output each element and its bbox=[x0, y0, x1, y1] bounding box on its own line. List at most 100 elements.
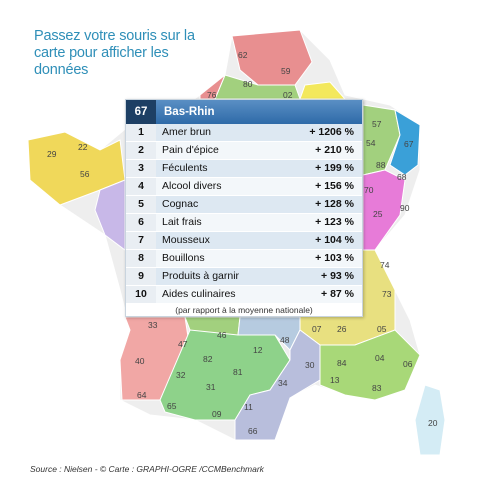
product-name: Lait frais bbox=[156, 214, 264, 231]
product-value: + 104 % bbox=[264, 232, 362, 249]
map-label: 30 bbox=[305, 360, 315, 370]
rank-number: 10 bbox=[126, 286, 156, 303]
region-lorraine[interactable] bbox=[362, 104, 401, 176]
product-name: Pain d'épice bbox=[156, 142, 264, 159]
product-name: Alcool divers bbox=[156, 178, 264, 195]
map-label: 09 bbox=[212, 409, 222, 419]
map-label: 40 bbox=[135, 356, 145, 366]
ranking-row: 10 Aides culinaires + 87 % bbox=[126, 286, 362, 304]
map-label: 04 bbox=[375, 353, 385, 363]
map-label: 29 bbox=[47, 149, 57, 159]
dept-name: Bas-Rhin bbox=[156, 100, 362, 124]
product-name: Cognac bbox=[156, 196, 264, 213]
product-name: Mousseux bbox=[156, 232, 264, 249]
product-name: Produits à garnir bbox=[156, 268, 264, 285]
ranking-row: 9 Produits à garnir + 93 % bbox=[126, 268, 362, 286]
map-label: 83 bbox=[372, 383, 382, 393]
region-languedoc[interactable] bbox=[234, 329, 321, 441]
dept-code: 67 bbox=[126, 100, 156, 124]
map-label: 25 bbox=[373, 209, 383, 219]
product-name: Amer brun bbox=[156, 124, 264, 141]
map-label: 57 bbox=[372, 119, 382, 129]
source-credit: Source : Nielsen - © Carte : GRAPHI-OGRE… bbox=[30, 464, 264, 474]
map-label: 73 bbox=[382, 289, 392, 299]
map-label: 26 bbox=[337, 324, 347, 334]
product-value: + 93 % bbox=[264, 268, 362, 285]
map-label: 32 bbox=[176, 370, 186, 380]
rank-number: 5 bbox=[126, 196, 156, 213]
map-label: 33 bbox=[148, 320, 158, 330]
region-pays-loire[interactable] bbox=[94, 179, 126, 251]
map-label: 07 bbox=[312, 324, 322, 334]
product-value: + 87 % bbox=[264, 286, 362, 303]
ranking-row: 4 Alcool divers + 156 % bbox=[126, 178, 362, 196]
map-label: 48 bbox=[280, 335, 290, 345]
map-label: 56 bbox=[80, 169, 90, 179]
map-label: 20 bbox=[428, 418, 438, 428]
map-label: 64 bbox=[137, 390, 147, 400]
rank-number: 6 bbox=[126, 214, 156, 231]
map-label: 59 bbox=[281, 66, 291, 76]
product-value: + 128 % bbox=[264, 196, 362, 213]
dept-info-panel: 67 Bas-Rhin 1 Amer brun + 1206 % 2 Pain d'é… bbox=[125, 99, 363, 317]
map-label: 84 bbox=[337, 358, 347, 368]
map-label: 65 bbox=[167, 401, 177, 411]
ranking-row: 5 Cognac + 128 % bbox=[126, 196, 362, 214]
rank-number: 3 bbox=[126, 160, 156, 177]
rank-number: 9 bbox=[126, 268, 156, 285]
map-label: 11 bbox=[244, 402, 253, 412]
ranking-list: 1 Amer brun + 1206 % 2 Pain d'épice + 210 % … bbox=[126, 124, 362, 304]
region-aquitaine[interactable] bbox=[119, 316, 191, 401]
rank-number: 8 bbox=[126, 250, 156, 267]
region-corse[interactable] bbox=[414, 384, 446, 456]
map-label: 22 bbox=[78, 142, 88, 152]
map-label: 54 bbox=[366, 138, 376, 148]
map-label: 81 bbox=[233, 367, 243, 377]
map-label: 34 bbox=[278, 378, 288, 388]
panel-header: 67 Bas-Rhin bbox=[126, 100, 362, 124]
product-value: + 1206 % bbox=[264, 124, 362, 141]
map-label: 62 bbox=[238, 50, 248, 60]
ranking-row: 7 Mousseux + 104 % bbox=[126, 232, 362, 250]
map-label: 74 bbox=[380, 260, 390, 270]
ranking-row: 2 Pain d'épice + 210 % bbox=[126, 142, 362, 160]
map-label: 90 bbox=[400, 203, 410, 213]
ranking-row: 1 Amer brun + 1206 % bbox=[126, 124, 362, 142]
product-value: + 210 % bbox=[264, 142, 362, 159]
ranking-row: 8 Bouillons + 103 % bbox=[126, 250, 362, 268]
map-label: 66 bbox=[248, 426, 258, 436]
map-label: 31 bbox=[206, 382, 216, 392]
map-label: 82 bbox=[203, 354, 213, 364]
product-name: Féculents bbox=[156, 160, 264, 177]
map-label: 12 bbox=[253, 345, 263, 355]
map-label: 06 bbox=[403, 359, 413, 369]
map-label: 47 bbox=[178, 339, 188, 349]
map-label: 80 bbox=[243, 79, 253, 89]
map-label: 02 bbox=[283, 90, 293, 100]
rank-number: 7 bbox=[126, 232, 156, 249]
product-value: + 123 % bbox=[264, 214, 362, 231]
region-alsace[interactable] bbox=[389, 108, 421, 176]
intro-text: Passez votre souris sur la carte pour af… bbox=[34, 28, 195, 78]
product-value: + 156 % bbox=[264, 178, 362, 195]
rank-number: 4 bbox=[126, 178, 156, 195]
ranking-row: 6 Lait frais + 123 % bbox=[126, 214, 362, 232]
product-value: + 103 % bbox=[264, 250, 362, 267]
map-label: 70 bbox=[364, 185, 374, 195]
map-label: 67 bbox=[404, 139, 414, 149]
map-label: 88 bbox=[376, 160, 386, 170]
map-label: 05 bbox=[377, 324, 387, 334]
rank-number: 2 bbox=[126, 142, 156, 159]
product-name: Bouillons bbox=[156, 250, 264, 267]
map-label: 76 bbox=[207, 90, 217, 100]
region-paca[interactable] bbox=[319, 329, 421, 401]
panel-note: (par rapport à la moyenne nationale) bbox=[175, 305, 313, 315]
map-label: 46 bbox=[217, 330, 227, 340]
map-label: 68 bbox=[397, 172, 407, 182]
product-name: Aides culinaires bbox=[156, 286, 264, 303]
rank-number: 1 bbox=[126, 124, 156, 141]
ranking-row: 3 Féculents + 199 % bbox=[126, 160, 362, 178]
region-franche-comte[interactable] bbox=[362, 169, 406, 251]
product-value: + 199 % bbox=[264, 160, 362, 177]
map-label: 13 bbox=[330, 375, 340, 385]
